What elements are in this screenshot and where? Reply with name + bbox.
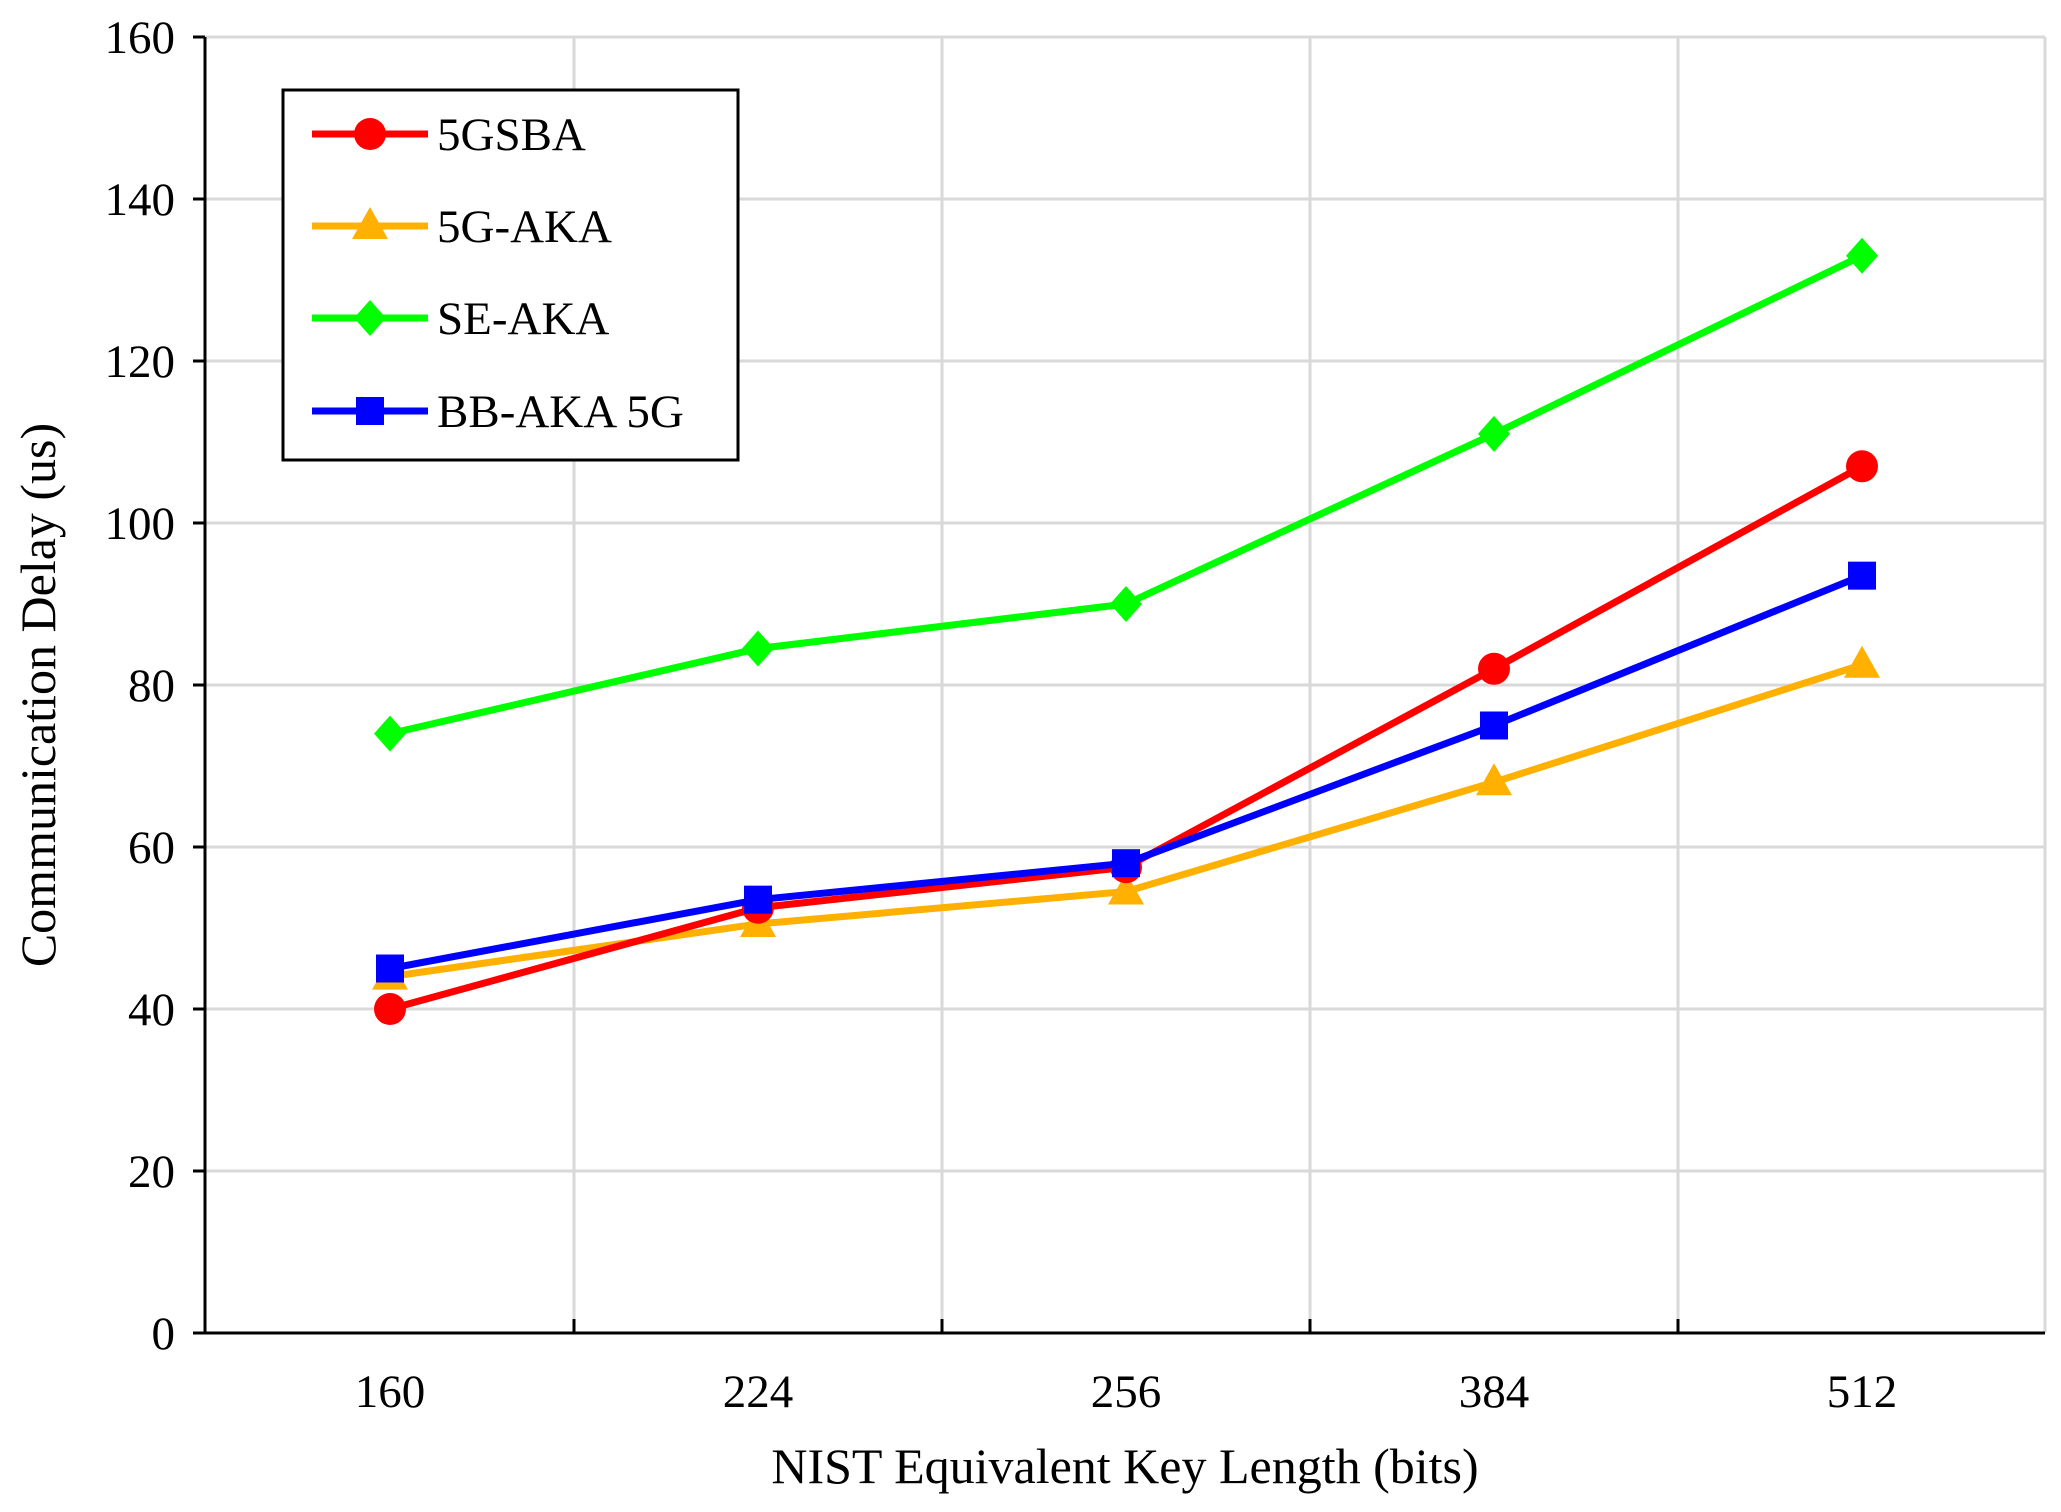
y-tick-label: 40 (128, 984, 175, 1036)
x-axis-title: NIST Equivalent Key Length (bits) (771, 1438, 1478, 1494)
data-point (1478, 415, 1510, 452)
legend-marker (356, 397, 384, 425)
data-point (1846, 237, 1878, 274)
legend-item: SE-AKA (312, 293, 609, 345)
x-tick-label: 160 (355, 1366, 426, 1418)
legend-label: 5GSBA (437, 109, 586, 161)
x-axis-ticks: 160 224 256 384 512 (203, 1319, 1898, 1418)
data-point (1846, 450, 1878, 483)
y-tick-label: 0 (152, 1308, 176, 1360)
legend: 5GSBA 5G-AKA SE-AKA BB-AKA 5G (281, 88, 740, 462)
series-bb-aka-5g (376, 561, 1876, 983)
data-point (1844, 645, 1880, 678)
legend-label: BB-AKA 5G (437, 386, 684, 438)
y-tick-label: 160 (105, 12, 176, 64)
y-tick-label: 20 (128, 1146, 175, 1198)
y-tick-label: 120 (105, 336, 176, 388)
data-point (1478, 652, 1510, 685)
data-point (376, 954, 404, 983)
data-point (744, 885, 772, 914)
data-point (1476, 763, 1512, 796)
series-5gsba (374, 450, 1878, 1025)
legend-marker (354, 118, 386, 150)
legend-item: BB-AKA 5G (312, 386, 684, 438)
y-tick-label: 80 (128, 660, 175, 712)
y-tick-label: 140 (105, 174, 176, 226)
x-tick-label: 512 (1827, 1366, 1898, 1418)
legend-label: SE-AKA (437, 293, 609, 345)
data-point (1112, 849, 1140, 878)
data-point (1110, 586, 1142, 622)
y-tick-label: 60 (128, 822, 175, 874)
y-axis-title: Communication Delay (us) (10, 423, 66, 967)
data-series (372, 237, 1880, 1025)
legend-marker (354, 300, 386, 336)
legend-marker (352, 207, 388, 239)
y-axis-ticks: 0 20 40 60 80 100 120 140 160 (105, 12, 205, 1360)
y-tick-label: 100 (105, 498, 176, 550)
data-point (1848, 561, 1876, 590)
data-point (374, 993, 406, 1025)
legend-item: 5G-AKA (312, 201, 612, 253)
data-point (374, 715, 406, 752)
series-se-aka (374, 237, 1878, 752)
data-point (1108, 872, 1144, 905)
x-tick-label: 256 (1091, 1366, 1162, 1418)
legend-label: 5G-AKA (437, 201, 612, 253)
legend-item: 5GSBA (312, 109, 586, 161)
x-tick-label: 384 (1459, 1366, 1530, 1418)
data-point (1480, 711, 1508, 740)
series-5g-aka (372, 645, 1880, 990)
x-tick-label: 224 (723, 1366, 794, 1418)
series-line (389, 572, 1864, 972)
data-point (742, 630, 774, 667)
